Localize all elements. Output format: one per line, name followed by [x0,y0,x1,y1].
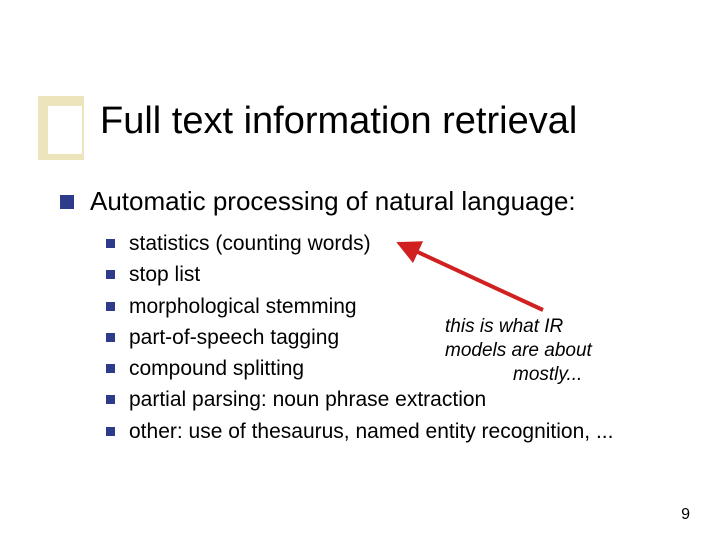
sub-bullet-text: statistics (counting words) [129,230,371,257]
sub-bullet-text: compound splitting [129,355,304,382]
main-bullet-text: Automatic processing of natural language… [90,186,576,217]
sub-bullet-text: stop list [129,261,200,288]
annotation-line: mostly... [445,363,592,387]
sub-bullet-text: part-of-speech tagging [129,324,339,351]
bullet-icon [106,395,115,404]
bullet-icon [106,364,115,373]
bullet-icon [106,427,115,436]
bullet-icon [106,302,115,311]
bullet-icon [106,239,115,248]
decor-box-inner [48,106,82,154]
sub-bullet-text: other: use of thesaurus, named entity re… [129,418,613,445]
bullet-icon [106,270,115,279]
list-item: stop list [106,261,666,288]
main-bullet-row: Automatic processing of natural language… [60,186,576,217]
bullet-icon [106,333,115,342]
bullet-icon [60,195,74,209]
annotation-line: this is what IR [445,315,592,339]
list-item: statistics (counting words) [106,230,666,257]
list-item: partial parsing: noun phrase extraction [106,386,666,413]
annotation-line: models are about [445,339,592,363]
page-number: 9 [681,506,690,524]
list-item: other: use of thesaurus, named entity re… [106,418,666,445]
annotation-text: this is what IR models are about mostly.… [445,315,592,386]
slide-title: Full text information retrieval [100,100,577,143]
sub-bullet-text: partial parsing: noun phrase extraction [129,386,486,413]
sub-bullet-text: morphological stemming [129,293,357,320]
